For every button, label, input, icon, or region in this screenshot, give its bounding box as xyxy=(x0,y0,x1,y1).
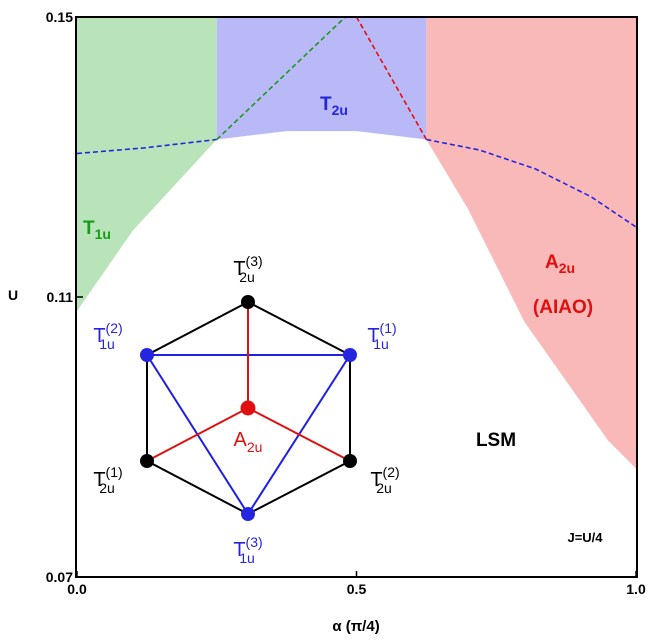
node-a2u xyxy=(240,400,256,416)
node-t1u-3 xyxy=(241,507,255,521)
y-tick-label: 0.15 xyxy=(46,9,73,25)
annotation-j-equals-u-over-4: J=U/4 xyxy=(567,530,603,545)
boundary-dashed-3 xyxy=(426,138,637,228)
node-t1u-1 xyxy=(343,348,357,362)
red-edge-left xyxy=(146,407,249,462)
inset-label-t1u3: T(3) 1u xyxy=(233,534,262,566)
inset-hexagon-diagram: T(3) 2u T(1) 1u T(2) 2u T(3) 1u T(1) 2u T(2) 1u A2u xyxy=(93,253,399,566)
red-edge-right xyxy=(247,407,351,462)
inset-label-a2u: A2u xyxy=(234,429,263,455)
x-tick-label: 0.5 xyxy=(347,581,367,597)
node-t2u-3 xyxy=(241,295,255,309)
inset-node-labels: T(3) 2u T(1) 1u T(2) 2u T(3) 1u T(1) 2u T(2) 1u A2u xyxy=(93,253,399,566)
inset-label-t2u3: T(3) 2u xyxy=(233,253,262,285)
inset-label-t1u2: T(2) 1u xyxy=(93,320,122,352)
node-t2u-2 xyxy=(343,454,357,468)
region-t1u xyxy=(77,17,217,311)
phase-regions xyxy=(77,17,636,469)
inset-label-t1u1: T(1) 1u xyxy=(367,320,396,352)
boundary-dashed-0 xyxy=(76,138,217,155)
y-tick-label: 0.07 xyxy=(46,569,73,585)
y-tick-label: 0.11 xyxy=(47,289,74,305)
region-label-lsm: LSM xyxy=(476,430,516,451)
region-label-t1u: T1u xyxy=(83,218,111,242)
inset-label-t2u2: T(2) 2u xyxy=(370,464,399,496)
node-t2u-1 xyxy=(140,454,154,468)
axis-ticks: 0.0 0.5 1.0 0.07 0.11 0.15 xyxy=(46,9,646,597)
phase-boundaries xyxy=(76,16,637,228)
boundary-dashed-1 xyxy=(216,16,346,141)
y-axis-label: U xyxy=(8,287,18,303)
region-label-a2u: A2u xyxy=(545,252,575,276)
node-t1u-2 xyxy=(140,348,154,362)
region-label-t2u: T2u xyxy=(320,94,348,118)
region-a2u xyxy=(426,17,636,469)
x-tick-label: 1.0 xyxy=(626,581,646,597)
region-t2u xyxy=(216,17,427,140)
x-axis-label: α (π/4) xyxy=(332,618,379,635)
region-label-aiao: (AIAO) xyxy=(533,297,593,318)
x-tick-label: 0.0 xyxy=(67,581,87,597)
inset-label-t2u1: T(1) 2u xyxy=(93,464,122,496)
